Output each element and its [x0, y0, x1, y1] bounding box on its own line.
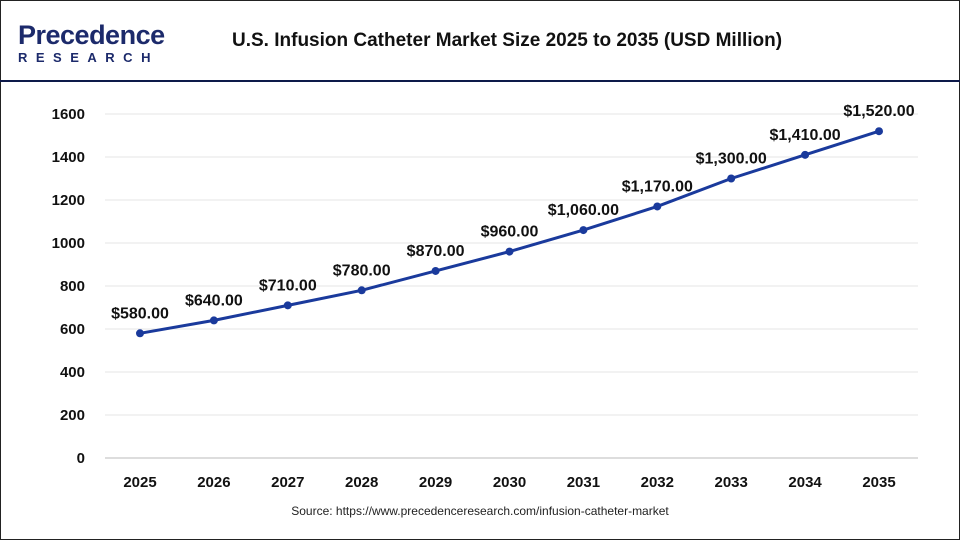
- data-point: [875, 127, 883, 136]
- precedence-research-logo: Precedence RESEARCH: [18, 20, 165, 66]
- header-divider: [0, 80, 960, 82]
- y-tick-label: 1600: [52, 106, 85, 123]
- data-label: $580.00: [111, 305, 169, 322]
- x-tick-label: 2032: [641, 474, 674, 491]
- x-tick-label: 2025: [123, 474, 156, 491]
- y-tick-label: 400: [60, 364, 85, 381]
- y-tick-label: 1200: [52, 192, 85, 209]
- x-tick-label: 2028: [345, 474, 378, 491]
- data-label: $870.00: [407, 243, 465, 260]
- data-point: [653, 202, 662, 211]
- logo-line2: RESEARCH: [18, 50, 159, 65]
- x-tick-label: 2035: [862, 474, 895, 491]
- data-label: $1,300.00: [696, 151, 767, 168]
- x-tick-label: 2026: [197, 474, 230, 491]
- data-point: [431, 266, 440, 275]
- data-point: [283, 301, 292, 310]
- data-label: $1,060.00: [548, 202, 619, 219]
- data-point: [505, 247, 514, 256]
- data-label: $1,520.00: [843, 103, 914, 120]
- x-tick-label: 2029: [419, 474, 452, 491]
- y-tick-label: 0: [77, 450, 85, 467]
- data-label: $640.00: [185, 292, 243, 309]
- x-tick-label: 2034: [788, 474, 822, 491]
- x-tick-label: 2027: [271, 474, 304, 491]
- source-note: Source: https://www.precedenceresearch.c…: [291, 504, 669, 518]
- data-point: [357, 286, 366, 295]
- y-tick-label: 800: [60, 278, 85, 295]
- data-point: [209, 316, 218, 325]
- data-label: $960.00: [481, 224, 539, 241]
- y-tick-label: 1000: [52, 235, 85, 252]
- x-tick-label: 2031: [567, 474, 600, 491]
- logo-line1: Precedence: [18, 20, 165, 50]
- y-tick-label: 600: [60, 321, 85, 338]
- data-point: [136, 329, 144, 338]
- x-tick-label: 2030: [493, 474, 526, 491]
- data-label: $1,410.00: [770, 127, 841, 144]
- y-tick-label: 1400: [52, 149, 85, 166]
- data-point: [579, 226, 588, 235]
- data-label: $780.00: [333, 262, 391, 279]
- data-point: [801, 150, 810, 159]
- data-label: $710.00: [259, 277, 317, 294]
- data-point: [727, 174, 736, 183]
- y-tick-label: 200: [60, 407, 85, 424]
- chart-title: U.S. Infusion Catheter Market Size 2025 …: [232, 30, 783, 51]
- data-label: $1,170.00: [622, 178, 693, 195]
- x-tick-label: 2033: [715, 474, 748, 491]
